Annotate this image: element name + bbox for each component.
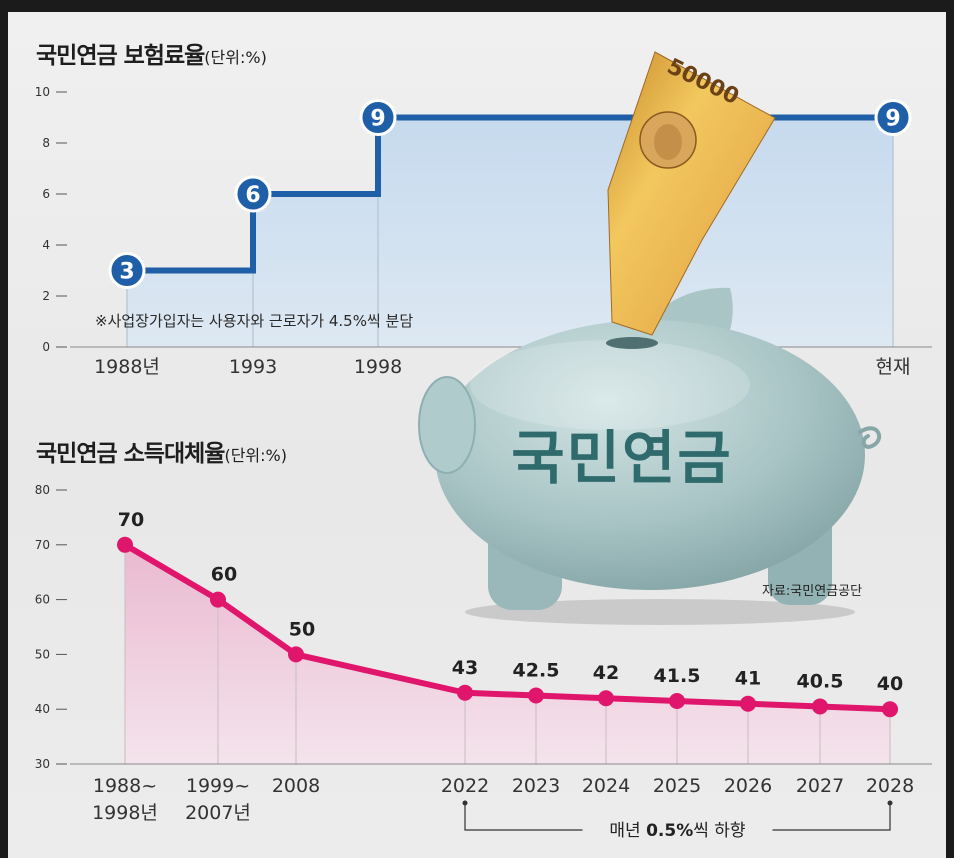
point-marker xyxy=(234,175,272,213)
bracket-left xyxy=(464,805,583,831)
point-value-label: 6 xyxy=(245,183,260,208)
x-tick-label: 2028 xyxy=(866,775,914,797)
x-tick-label: 2026 xyxy=(724,775,772,797)
y-tick-label: 2 xyxy=(42,289,50,303)
point-value-label: 60 xyxy=(211,564,237,586)
y-tick-label: 0 xyxy=(42,340,50,354)
contribution-unit-label: (단위:%) xyxy=(204,48,267,67)
point-marker xyxy=(740,695,756,712)
point-value-label: 40.5 xyxy=(797,670,844,692)
y-tick-label: 60 xyxy=(35,593,50,607)
replacement-unit-label: (단위:%) xyxy=(224,446,287,465)
point-marker xyxy=(359,99,397,136)
contribution-chart-title: 국민연금 보험료율(단위:%) xyxy=(36,36,267,70)
y-tick-label: 30 xyxy=(35,757,50,771)
annotation-text: 매년 0.5%씩 하향 xyxy=(609,821,745,841)
point-value-label: 42.5 xyxy=(513,660,560,682)
x-tick-label: 2008 xyxy=(272,775,320,797)
x-tick-label: 1999~ 2007년 xyxy=(185,775,251,824)
x-tick-label: 1998 xyxy=(354,356,402,378)
annual-decrease-annotation: 매년 0.5%씩 하향 xyxy=(462,800,893,841)
point-value-label: 9 xyxy=(370,107,385,132)
contribution-note: ※사업장가입자는 사용자와 근로자가 4.5%씩 분담 xyxy=(95,312,413,330)
contribution-rate-chart: 10 8 6 4 2 0 ※사업장가입자는 사용자와 근로자가 4.5%씩 분담 1988년 1… xyxy=(35,85,932,378)
y-tick-label: 6 xyxy=(42,187,50,201)
x-tick-label: 현재 xyxy=(876,356,911,378)
x-tick-label: 1988~ 1998년 xyxy=(92,775,158,824)
point-marker xyxy=(210,591,226,608)
y-tick-label: 80 xyxy=(35,483,50,497)
point-value-label: 3 xyxy=(119,260,134,285)
step-line xyxy=(127,114,893,274)
point-value-label: 9 xyxy=(885,107,900,132)
x-tick-label: 2027 xyxy=(796,775,844,797)
point-value-label: 70 xyxy=(118,509,144,531)
y-tick-label: 40 xyxy=(35,702,50,716)
point-marker xyxy=(288,646,304,663)
line-area-fill xyxy=(125,544,890,764)
point-value-label: 41.5 xyxy=(654,665,701,687)
point-marker xyxy=(874,99,912,136)
y-tick-label: 50 xyxy=(35,647,50,661)
point-value-label: 50 xyxy=(289,618,315,640)
y-tick-label: 8 xyxy=(42,136,50,150)
point-marker xyxy=(669,692,685,709)
point-marker xyxy=(812,698,828,715)
y-tick-label: 10 xyxy=(35,85,50,99)
point-value-label: 41 xyxy=(735,668,761,690)
y-tick-label: 4 xyxy=(42,238,50,252)
bracket-dot xyxy=(887,800,893,806)
point-value-label: 42 xyxy=(593,662,619,684)
x-tick-label: 1988년 xyxy=(94,356,160,378)
contribution-title-text: 국민연금 보험료율 xyxy=(36,43,205,69)
x-tick-label: 1993 xyxy=(229,356,277,378)
point-marker xyxy=(457,684,473,701)
point-marker xyxy=(598,690,614,707)
replacement-rate-chart: 80 70 60 50 40 30 70 60 50 43 42.5 42 41.5 41 40.5 40 19… xyxy=(35,483,932,841)
x-tick-label: 2023 xyxy=(512,775,560,797)
bracket-right xyxy=(772,805,891,831)
x-tick-label: 2025 xyxy=(653,775,701,797)
bracket-dot xyxy=(462,800,468,806)
point-marker xyxy=(882,701,898,718)
replacement-chart-title: 국민연금 소득대체율(단위:%) xyxy=(36,434,287,468)
x-tick-label: 2022 xyxy=(441,775,489,797)
y-tick-label: 70 xyxy=(35,538,50,552)
point-value-label: 40 xyxy=(877,673,903,695)
source-credit: 자료:국민연금공단 xyxy=(762,584,863,599)
point-marker xyxy=(108,252,146,289)
point-marker xyxy=(528,687,544,704)
point-value-label: 43 xyxy=(452,657,478,679)
point-marker xyxy=(117,536,133,553)
series-line xyxy=(122,541,893,713)
x-tick-label: 2024 xyxy=(582,775,630,797)
replacement-title-text: 국민연금 소득대체율 xyxy=(36,441,225,467)
